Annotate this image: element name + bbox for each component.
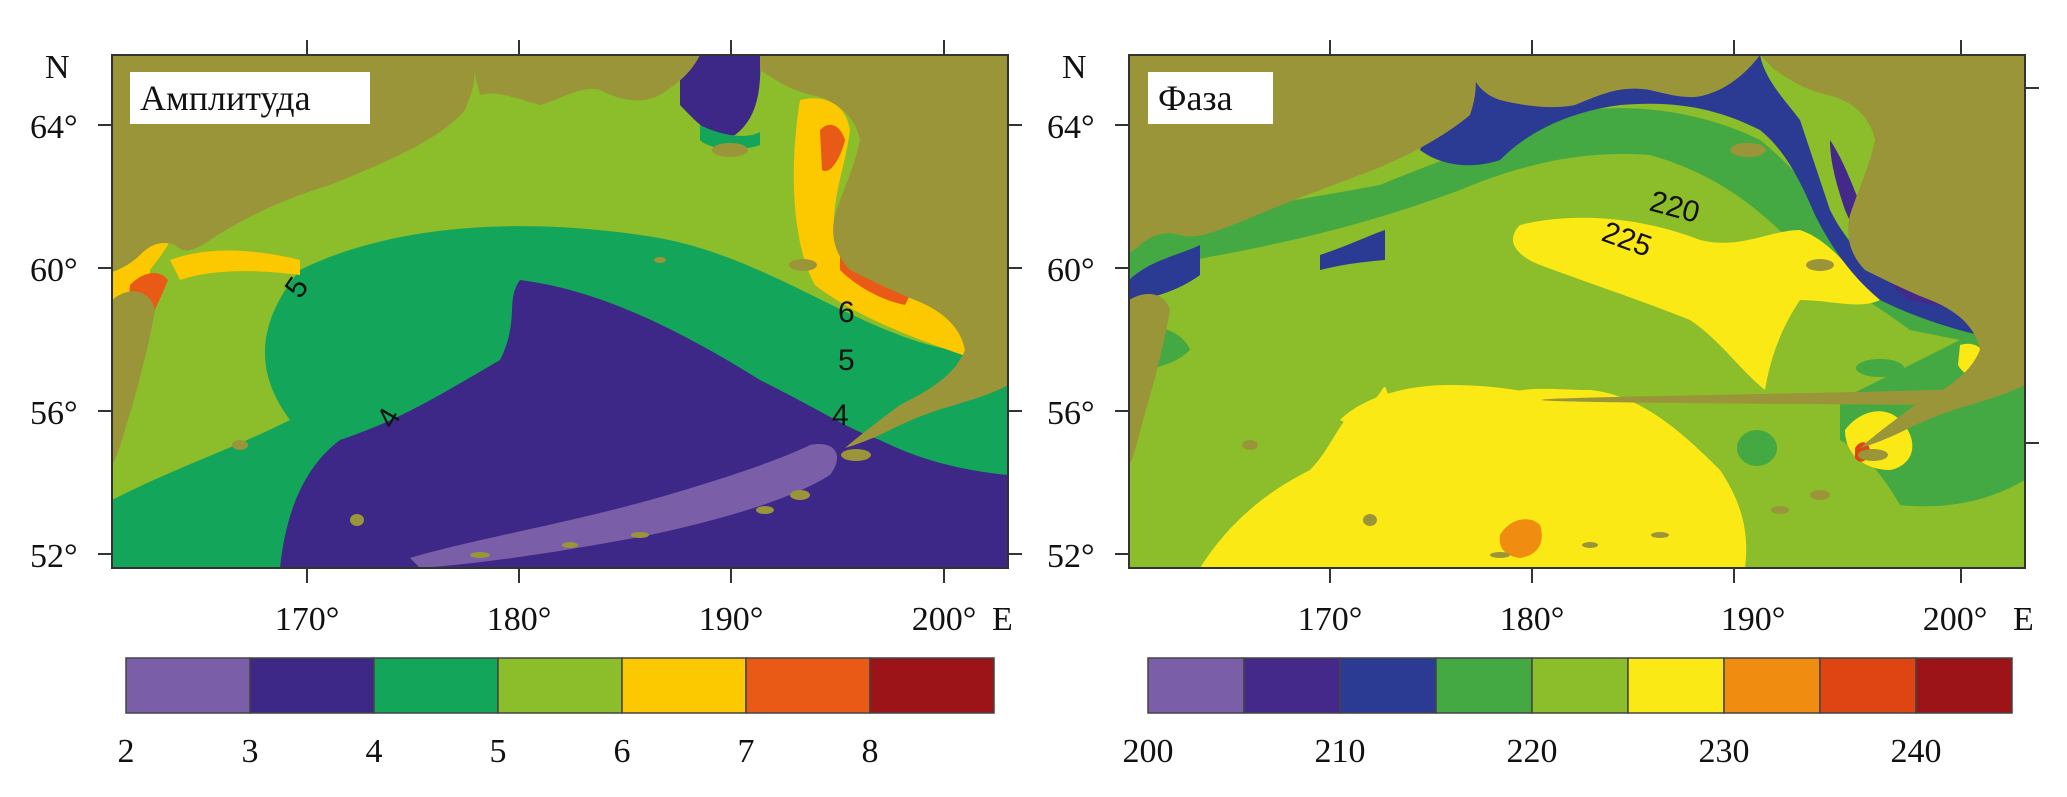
colorbar-swatch xyxy=(621,657,747,714)
lon-tick-label: 190° xyxy=(699,601,764,638)
phase-panel: 220 225 Фаза N 64° 60° 56° 52° xyxy=(1047,40,2039,770)
lat-tick-label: 56° xyxy=(30,395,78,432)
amplitude-zone-3-4 xyxy=(280,280,1008,568)
amplitude-title: Амплитуда xyxy=(140,78,311,118)
colorbar-swatch xyxy=(1723,657,1821,714)
phase-map: 220 225 xyxy=(1129,55,2025,568)
lon-tick-label: 170° xyxy=(275,601,340,638)
lat-tick-label: 56° xyxy=(1047,395,1095,432)
colorbar-swatch xyxy=(373,657,499,714)
lat-tick-label: 64° xyxy=(1047,109,1095,146)
contour-label: 4 xyxy=(832,399,849,432)
amplitude-lat-ticks xyxy=(98,124,1022,555)
lon-tick-label: 190° xyxy=(1721,601,1786,638)
colorbar-tick-label: 210 xyxy=(1315,733,1366,770)
colorbar-tick-label: 230 xyxy=(1699,733,1750,770)
colorbar-tick-label: 200 xyxy=(1123,733,1174,770)
colorbar-tick-label: 3 xyxy=(242,733,259,770)
phase-land-kamchatka xyxy=(1129,294,1170,465)
colorbar-tick-label: 8 xyxy=(862,733,879,770)
colorbar-swatch xyxy=(1243,657,1341,714)
colorbar-swatch xyxy=(745,657,871,714)
amplitude-panel: 5 4 6 5 4 Амплитуда N 64° 60° 56° 52° xyxy=(30,40,1022,770)
colorbar-swatch xyxy=(125,657,251,714)
colorbar-swatch xyxy=(1819,657,1917,714)
phase-title-box xyxy=(1148,72,1273,124)
lon-tick-label: 170° xyxy=(1298,601,1363,638)
phase-zone-225-230-south xyxy=(1200,387,1747,568)
amplitude-map: 5 4 6 5 4 xyxy=(112,55,1008,568)
colorbar-swatch xyxy=(1435,657,1533,714)
colorbar-tick-label: 220 xyxy=(1507,733,1558,770)
colorbar-swatch xyxy=(249,657,375,714)
amplitude-zone-2-3 xyxy=(410,444,838,568)
lon-tick-label: 200° xyxy=(1923,601,1988,638)
amplitude-lon-ticks xyxy=(306,40,945,583)
phase-lon-ticks xyxy=(1329,40,1962,583)
north-label: N xyxy=(45,49,70,86)
phase-zone-215-220 xyxy=(1129,108,2025,507)
colorbar-tick-label: 2 xyxy=(118,733,135,770)
phase-land-alaska xyxy=(1541,55,2025,448)
colorbar-tick-label: 240 xyxy=(1891,733,1942,770)
colorbar-swatch xyxy=(1915,657,2013,714)
lat-tick-label: 60° xyxy=(30,252,78,289)
land-kamchatka xyxy=(112,291,155,465)
phase-land-chukotka xyxy=(1470,55,1760,108)
lat-tick-label: 64° xyxy=(30,109,78,146)
lat-tick-label: 52° xyxy=(1047,538,1095,575)
colorbar-tick-label: 4 xyxy=(366,733,383,770)
north-label: N xyxy=(1062,49,1087,86)
island-stlawrence xyxy=(712,143,748,157)
contour-label: 6 xyxy=(838,296,855,329)
phase-zone-230-235 xyxy=(1499,519,1542,558)
lon-tick-label: 180° xyxy=(1500,601,1565,638)
phase-map-frame xyxy=(1128,54,2026,569)
land-alaska xyxy=(760,55,1008,448)
phase-colorbar xyxy=(1147,657,2013,714)
phase-zone-225-230-center xyxy=(1512,217,1880,390)
amplitude-map-frame xyxy=(111,54,1009,569)
east-label: E xyxy=(2013,601,2034,638)
land-chukotka xyxy=(470,55,700,105)
colorbar-tick-label: 6 xyxy=(614,733,631,770)
colorbar-swatch xyxy=(1531,657,1629,714)
lon-tick-label: 180° xyxy=(487,601,552,638)
lat-tick-label: 60° xyxy=(1047,252,1095,289)
east-label: E xyxy=(992,601,1013,638)
colorbar-swatch xyxy=(1339,657,1437,714)
amplitude-zone-6-7-east xyxy=(793,98,1008,370)
colorbar-swatch xyxy=(1147,657,1245,714)
amplitude-north-low xyxy=(680,55,761,136)
phase-title: Фаза xyxy=(1158,78,1233,118)
island-nunivak xyxy=(789,259,817,271)
phase-lat-ticks xyxy=(1115,87,2039,555)
colorbar-swatch xyxy=(1627,657,1725,714)
contour-label: 5 xyxy=(838,344,855,377)
amplitude-colorbar xyxy=(125,657,995,714)
lat-tick-label: 52° xyxy=(30,538,78,575)
colorbar-tick-label: 5 xyxy=(490,733,507,770)
colorbar-swatch xyxy=(497,657,623,714)
amplitude-title-box xyxy=(130,72,370,124)
colorbar-tick-label: 7 xyxy=(738,733,755,770)
lon-tick-label: 200° xyxy=(912,601,977,638)
colorbar-swatch xyxy=(869,657,995,714)
